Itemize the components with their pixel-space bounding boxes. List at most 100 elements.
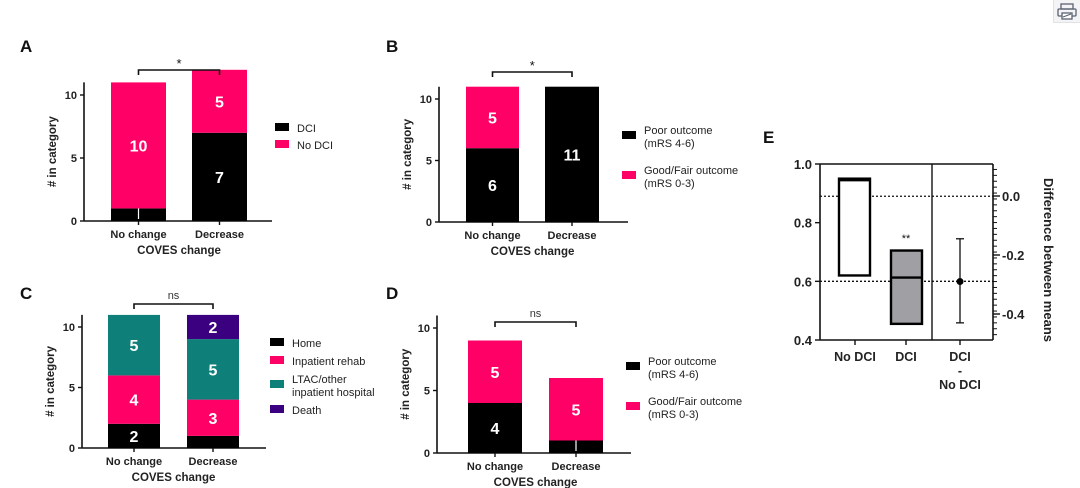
x-tick-label: No DCI	[939, 378, 981, 392]
data-label: 5	[488, 110, 497, 127]
significance-marker: *	[530, 58, 535, 73]
legend-label: (mRS 4-6)	[644, 138, 695, 150]
y-axis-title: # in category	[45, 345, 57, 417]
legend-swatch	[622, 131, 636, 139]
legend-label: Good/Fair outcome	[648, 396, 742, 408]
significance-bracket	[133, 303, 214, 309]
x-tick-label: DCI	[949, 350, 971, 364]
legend-label: LTAC/other	[292, 374, 347, 386]
y-tick-label: 1.0	[794, 157, 812, 172]
bar-segment-home	[108, 423, 160, 448]
y-tick-label: 5	[71, 153, 77, 165]
box-dci	[889, 249, 924, 326]
bar-segment-home	[187, 435, 239, 448]
significance-marker: ns	[168, 290, 180, 302]
y-tick-label: 10	[418, 323, 430, 335]
data-label: 4	[491, 421, 500, 438]
legend-label: (mRS 0-3)	[648, 409, 699, 421]
y-tick-label: 0	[426, 217, 432, 229]
difference-point	[956, 278, 964, 286]
data-label: 10	[130, 138, 148, 155]
data-label: 3	[209, 411, 218, 428]
legend-label: Home	[292, 338, 321, 350]
y2-tick-label: 0.0	[1002, 189, 1020, 204]
legend-swatch	[626, 402, 640, 410]
x-tick-label: -	[958, 364, 962, 378]
bar-segment-inpatient	[108, 375, 160, 424]
legend-label: Poor outcome	[644, 125, 712, 137]
data-label: 6	[488, 178, 497, 195]
x-axis-title: COVES change	[137, 245, 221, 257]
legend-swatch	[275, 140, 289, 148]
x-tick-label: No change	[464, 230, 520, 242]
legend-swatch	[626, 362, 640, 370]
bar-segment-no	[111, 82, 166, 209]
legend-swatch	[270, 405, 284, 413]
y-tick-label: 0.4	[794, 333, 813, 348]
chart-b: 0 5 10 # in category 6 5 No change 11 Decrease CO…	[402, 58, 738, 258]
data-label: 5	[491, 365, 500, 382]
legend-label: DCI	[297, 123, 316, 135]
bar-segment-poor	[545, 86, 599, 222]
data-label: 5	[130, 338, 139, 355]
legend-swatch	[275, 123, 289, 131]
x-tick-label: No DCI	[834, 350, 876, 364]
x-tick-label: No change	[106, 456, 162, 468]
y-tick-label: 10	[65, 90, 77, 102]
significance-bracket	[491, 71, 573, 77]
panel-label-e: E	[763, 128, 774, 147]
y-tick-label: 10	[420, 94, 432, 106]
legend-swatch	[270, 338, 284, 346]
data-label: 11	[564, 147, 581, 164]
bar-segment-poor	[468, 403, 522, 453]
x-axis-title: COVES change	[494, 477, 578, 488]
y-tick-label: 5	[426, 156, 432, 168]
box-no-dci	[837, 177, 872, 277]
legend-label: No DCI	[297, 140, 333, 152]
y-tick-label: 5	[424, 386, 430, 398]
x-tick-label: Decrease	[195, 229, 244, 241]
legend-label: (mRS 0-3)	[644, 178, 695, 190]
legend-label: inpatient hospital	[292, 387, 375, 399]
y2-axis-title: Difference between means	[1041, 178, 1056, 342]
x-tick-label: Decrease	[189, 456, 238, 468]
legend-label: Poor outcome	[648, 356, 716, 368]
legend-label: Good/Fair outcome	[644, 165, 738, 177]
y-tick-label: 0.8	[794, 216, 812, 231]
x-axis-title: COVES change	[132, 472, 216, 484]
legend-swatch	[270, 356, 284, 364]
chart-c: 0 5 10 # in category 2 4 5 No change 3 5 2 Decrease…	[45, 290, 375, 484]
bar-segment-goodfair	[466, 86, 519, 149]
chart-e: 0.4 0.6 0.8 1.0 0.0 -0.2 -0.4 Difference betwee…	[794, 157, 1056, 392]
x-tick-label: No change	[467, 461, 523, 473]
data-label: 5	[572, 402, 581, 419]
y-tick-label: 0	[69, 443, 75, 455]
significance-marker: *	[176, 56, 181, 71]
bar-segment-dci	[192, 132, 247, 221]
bar-segment-ltacother	[187, 339, 239, 400]
data-label: 2	[130, 429, 139, 446]
panel-label-c: C	[20, 284, 32, 303]
x-axis-title: COVES change	[491, 246, 575, 258]
legend-label: Death	[292, 405, 321, 417]
x-tick-label: No change	[110, 229, 166, 241]
data-label: 7	[215, 170, 224, 187]
print-icon[interactable]	[1053, 0, 1080, 23]
significance-bracket	[137, 69, 221, 75]
x-tick-label: DCI	[895, 350, 917, 364]
bar-segment-poor	[466, 148, 519, 222]
y-axis-title: # in category	[402, 118, 414, 190]
y-tick-label: 0	[424, 448, 430, 460]
x-tick-label: Decrease	[552, 461, 601, 473]
panel-label-d: D	[386, 284, 398, 303]
legend-label: Inpatient rehab	[292, 356, 365, 368]
y2-tick-label: -0.4	[1002, 307, 1025, 322]
bar-segment-inpatient	[187, 399, 239, 436]
data-label: 2	[209, 320, 218, 337]
y-tick-label: 0	[71, 216, 77, 228]
significance-bracket	[494, 321, 577, 327]
y-axis-title: # in category	[47, 116, 59, 188]
